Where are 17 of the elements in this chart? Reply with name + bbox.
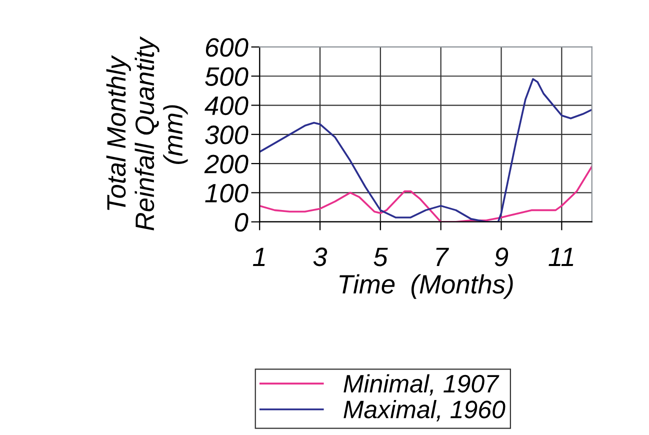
x-tick-label: 9 xyxy=(494,248,508,266)
y-tick-label: 200 xyxy=(204,154,248,174)
x-tick-label: 5 xyxy=(374,248,388,266)
x-tick-label: 1 xyxy=(252,248,265,266)
y-tick-label: 0 xyxy=(234,212,248,232)
y-axis-title: Total Monthly Reinfall Quantity (mm) xyxy=(106,36,188,230)
x-tick-label: 3 xyxy=(313,248,328,266)
y-tick-label: 600 xyxy=(206,38,248,57)
x-tick-label: 7 xyxy=(436,248,449,266)
y-tick-label: 400 xyxy=(204,96,248,116)
legend-label: Minimal, 1907 xyxy=(344,374,500,396)
y-tick-label: 100 xyxy=(205,184,248,203)
x-tick-label: 11 xyxy=(548,248,574,266)
x-axis-title: Time (Months) xyxy=(340,274,513,299)
y-tick-label: 500 xyxy=(205,67,248,86)
y-tick-label: 300 xyxy=(205,126,248,144)
legend-label: Maximal, 1960 xyxy=(344,400,506,422)
